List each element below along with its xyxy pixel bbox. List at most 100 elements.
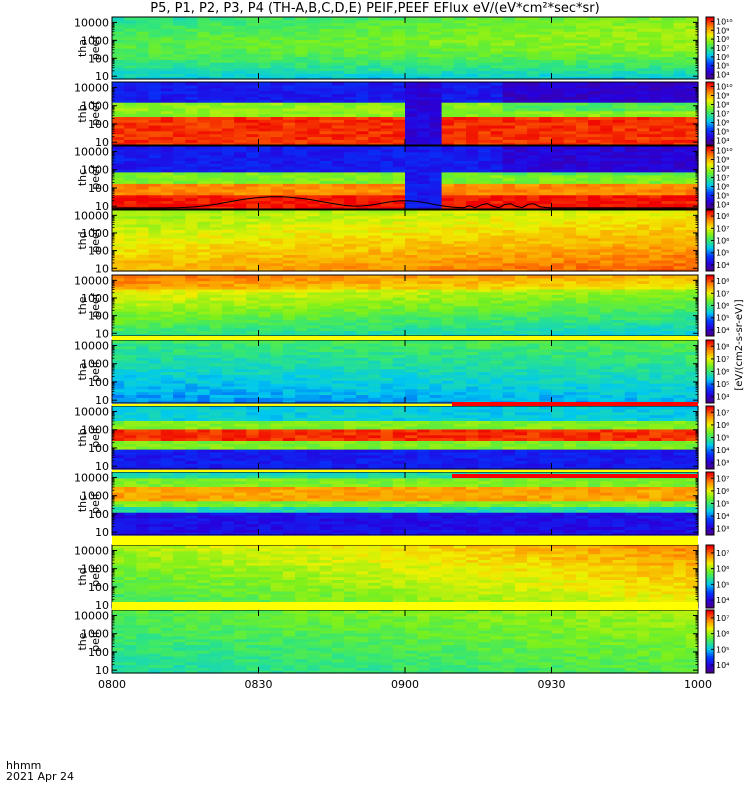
- colorbar-tick-label: 10⁶: [716, 368, 729, 377]
- colorbar-tick-label: 10⁸: [716, 212, 729, 221]
- colorbar-tick-label: 10⁵: [716, 192, 729, 201]
- panel-probe-label: thb: [76, 104, 89, 122]
- chart-title: P5, P1, P2, P3, P4 (TH-A,B,C,D,E) PEIF,P…: [150, 1, 600, 16]
- panel-probe-label: thc: [76, 495, 89, 512]
- colorbar-tick-label: 10⁶: [716, 119, 729, 128]
- panel-tha-peef: 10 100 1000 10000 tha peef 10⁴10⁵10⁶10⁷10⁸10⁹1…: [74, 16, 733, 83]
- colorbar-tick-label: 10⁸: [716, 342, 729, 351]
- panel-probe-label: tha: [76, 362, 89, 380]
- colorbar-tick-label: 10⁴: [716, 661, 729, 670]
- date-label: 2021 Apr 24: [6, 770, 75, 783]
- y-tick-label: 1000: [81, 100, 109, 113]
- panel-product-label: peef: [89, 227, 102, 253]
- panel-product-label: peef: [89, 35, 102, 61]
- x-tick-label: 0830: [245, 678, 273, 691]
- panel-probe-label: the: [76, 296, 89, 314]
- panel-product-label: peef: [89, 292, 102, 318]
- y-tick-label: 10000: [74, 145, 109, 158]
- panel-product-label: peif: [89, 426, 102, 448]
- colorbar-tick-label: 10⁶: [716, 565, 729, 574]
- colorbar-tick-label: 10⁵: [716, 249, 729, 258]
- colorbar-frame: [705, 544, 715, 609]
- y-tick-label: 1000: [81, 424, 109, 437]
- colorbar-tick-label: 10⁷: [716, 44, 729, 53]
- y-tick-label: 10: [95, 136, 109, 149]
- colorbar-tick-label: 10⁴: [716, 512, 729, 521]
- data-gap-band: [112, 404, 698, 406]
- colorbar-tick-label: 10⁵: [716, 128, 729, 137]
- unit-label: [eV/(cm2-s-sr-eV)]: [734, 299, 745, 390]
- y-tick-label: 10: [95, 394, 109, 407]
- colorbar-tick-label: 10⁴: [716, 201, 729, 210]
- x-tick-label: 0930: [538, 678, 566, 691]
- colorbar-tick-label: 10⁹: [716, 26, 729, 35]
- colorbar-tick-label: 10⁵: [716, 434, 729, 443]
- flag-bar: [452, 474, 698, 478]
- colorbar-tick-label: 10⁶: [716, 421, 729, 430]
- colorbar-tick-label: 10⁴: [716, 446, 729, 455]
- colorbar-tick-label: 10⁹: [716, 156, 729, 165]
- data-gap-band: [112, 536, 698, 545]
- y-tick-label: 1000: [81, 34, 109, 47]
- y-tick-label: 10000: [74, 339, 109, 352]
- y-tick-label: 10000: [74, 209, 109, 222]
- colorbar-tick-label: 10¹⁰: [716, 83, 733, 92]
- y-tick-label: 1000: [81, 358, 109, 371]
- x-tick-label: 0900: [391, 678, 419, 691]
- data-gap-band: [112, 470, 698, 472]
- panel-product-label: peif: [89, 360, 102, 382]
- colorbar-tick-label: 10⁷: [716, 174, 729, 183]
- colorbar-tick-label: 10⁶: [716, 630, 729, 639]
- panel-the-peif: 10 100 1000 10000 the peif 10⁴ 10⁵ 10⁶ 10⁷: [74, 609, 729, 677]
- colorbar-tick-label: 10⁶: [716, 53, 729, 62]
- colorbar-tick-label: 10⁸: [716, 35, 729, 44]
- y-tick-label: 100: [88, 442, 109, 455]
- colorbar-tick-label: 10⁷: [716, 474, 729, 483]
- y-tick-label: 10: [95, 664, 109, 677]
- y-tick-label: 100: [88, 310, 109, 323]
- y-tick-label: 10000: [74, 81, 109, 94]
- colorbar-tick-label: 10⁷: [716, 224, 729, 233]
- colorbar-tick-label: 10⁵: [716, 645, 729, 654]
- colorbar-tick-label: 10⁷: [716, 110, 729, 119]
- colorbar-tick-label: 10¹⁰: [716, 147, 733, 156]
- colorbar-tick-label: 10⁴: [716, 393, 729, 402]
- y-tick-label: 10: [95, 327, 109, 340]
- y-tick-label: 1000: [81, 164, 109, 177]
- colorbar-tick-label: 10⁵: [716, 314, 729, 323]
- y-tick-label: 1000: [81, 628, 109, 641]
- panel-probe-label: thd: [76, 231, 89, 249]
- y-tick-label: 1000: [81, 490, 109, 503]
- y-tick-label: 10000: [74, 609, 109, 622]
- colorbar-tick-label: 10⁶: [716, 237, 729, 246]
- colorbar-tick-label: 10⁸: [716, 165, 729, 174]
- panel-product-label: peif: [89, 492, 102, 514]
- y-tick-label: 100: [88, 52, 109, 65]
- panel-thb-peef: 10 100 1000 10000 thb peef 10⁴10⁵10⁶10⁷10⁸10⁹1…: [74, 81, 733, 149]
- y-tick-label: 100: [88, 376, 109, 389]
- y-tick-label: 10000: [74, 274, 109, 287]
- y-tick-label: 10: [95, 70, 109, 83]
- colorbar-tick-label: 10⁵: [716, 500, 729, 509]
- y-tick-label: 1000: [81, 227, 109, 240]
- colorbar-tick-label: 10⁹: [716, 92, 729, 101]
- y-tick-label: 10: [95, 526, 109, 539]
- flag-bar: [452, 402, 698, 406]
- colorbar-tick-label: 10⁷: [716, 549, 729, 558]
- colorbar-tick-label: 10⁶: [716, 302, 729, 311]
- panel-product-label: peif: [89, 630, 102, 652]
- panel-probe-label: the: [76, 632, 89, 650]
- colorbar-tick-label: 10⁵: [716, 580, 729, 589]
- colorbar-tick-label: 10⁷: [716, 408, 729, 417]
- panel-tha-peif: 10 100 1000 10000 tha peif 10⁴ 10⁵ 10⁶ 10⁷ 10⁸: [74, 339, 729, 407]
- colorbar-tick-label: 10³: [716, 459, 729, 468]
- colorbar-tick-label: 10⁵: [716, 380, 729, 389]
- x-tick-label: 0800: [98, 678, 126, 691]
- y-tick-label: 10000: [74, 405, 109, 418]
- y-tick-label: 10: [95, 262, 109, 275]
- y-tick-label: 10000: [74, 16, 109, 29]
- panel-probe-label: tha: [76, 39, 89, 57]
- colorbar-tick-label: 10⁷: [716, 614, 729, 623]
- panel-product-label: peef: [89, 100, 102, 126]
